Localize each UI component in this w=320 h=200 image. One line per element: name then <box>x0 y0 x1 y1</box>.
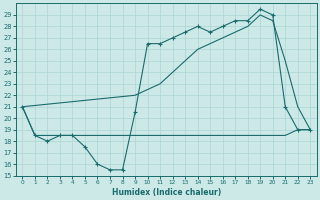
X-axis label: Humidex (Indice chaleur): Humidex (Indice chaleur) <box>112 188 221 197</box>
